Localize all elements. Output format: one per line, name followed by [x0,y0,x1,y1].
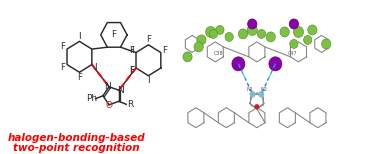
Circle shape [206,26,216,37]
Text: F: F [146,35,151,44]
Circle shape [248,19,257,29]
Circle shape [232,57,245,71]
Circle shape [259,91,264,97]
Text: F: F [77,73,82,82]
Text: I: I [78,32,81,41]
Circle shape [254,104,259,109]
Text: N1: N1 [246,87,253,92]
Text: F: F [112,30,116,39]
Text: I: I [131,46,133,55]
Circle shape [225,32,233,41]
Text: N: N [117,86,124,95]
Text: F: F [130,66,135,75]
Text: halogen-bonding-based: halogen-bonding-based [8,133,146,143]
Circle shape [289,19,299,29]
Text: I: I [94,63,97,72]
Text: N2: N2 [260,87,268,92]
Circle shape [293,26,304,37]
Text: F: F [60,63,65,72]
Circle shape [322,39,331,49]
Circle shape [197,35,206,45]
Text: C38: C38 [214,51,223,56]
Text: Ph: Ph [86,94,98,103]
Circle shape [183,52,192,62]
Circle shape [239,29,248,39]
Text: two-point recognition: two-point recognition [13,143,140,153]
Text: I: I [147,76,150,85]
Text: F: F [163,46,167,55]
Circle shape [304,35,312,44]
Circle shape [266,32,275,42]
Text: F: F [130,66,135,75]
Circle shape [280,27,289,37]
Circle shape [257,29,266,38]
Circle shape [308,25,317,35]
Text: N: N [104,82,110,91]
Circle shape [250,91,255,97]
Circle shape [247,24,257,35]
Text: F: F [130,46,135,55]
Text: F: F [60,42,65,51]
Text: C47: C47 [287,51,297,56]
Circle shape [290,39,298,48]
Circle shape [216,25,224,34]
Text: O: O [105,101,113,110]
Text: R: R [127,100,133,109]
Circle shape [209,29,218,38]
Circle shape [194,42,203,52]
Circle shape [269,57,282,71]
